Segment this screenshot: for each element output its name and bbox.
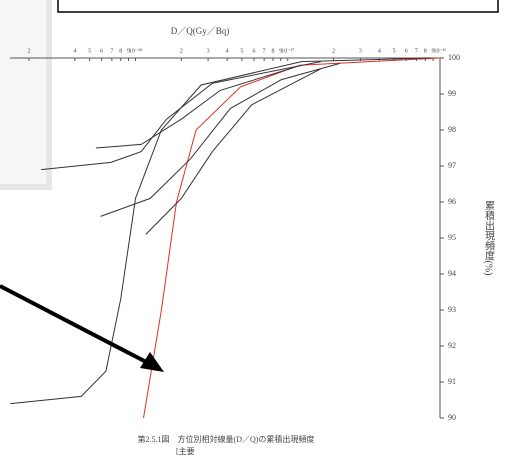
y-tick-label: 91: [448, 377, 456, 386]
annotation-arrowhead: [140, 352, 164, 372]
y-tick-label: 94: [448, 269, 456, 278]
x-tick-label: 5: [88, 48, 91, 54]
data-line: [145, 68, 322, 235]
annotation-arrow: [0, 284, 151, 366]
y-tick-label: 90: [448, 413, 456, 422]
x-tick-label: 7: [415, 48, 418, 54]
caption: 第2.5.1図 方位別相対線量(D／Q)の累積出現頻度: [138, 434, 315, 444]
x-tick-label: 2: [180, 48, 183, 54]
y-tick-label: 96: [448, 197, 456, 206]
x-tick-label: 6: [100, 48, 103, 54]
x-tick-label: 5: [240, 48, 243, 54]
callout-box: [57, 0, 499, 13]
x-tick-label: 4: [73, 48, 76, 54]
y-tick-label: 97: [448, 161, 456, 170]
x-tick-label: 10⁻¹⁷: [281, 48, 294, 54]
x-tick-label: 9: [127, 48, 130, 54]
y-tick-label: 95: [448, 233, 456, 242]
x-tick-label: 8: [424, 48, 427, 54]
y-tick-label: 92: [448, 341, 456, 350]
x-tick-label: 4: [378, 48, 381, 54]
x-tick-label: 9: [279, 48, 282, 54]
x-axis-title: D／Q(Gy／Bq): [171, 26, 230, 36]
data-line: [95, 64, 302, 149]
y-tick-label: 99: [448, 89, 456, 98]
x-tick-label: 2: [332, 48, 335, 54]
y-tick-label: 93: [448, 305, 456, 314]
x-tick-label: 3: [359, 48, 362, 54]
caption: [主要: [176, 446, 195, 456]
y-axis-title: 累積出現頻度(%): [483, 200, 495, 275]
data-line: [10, 57, 431, 405]
y-tick-label: 98: [448, 125, 456, 134]
data-line: [41, 61, 321, 171]
x-tick-label: 7: [263, 48, 266, 54]
y-tick-label: 100: [448, 53, 460, 62]
x-tick-label: 9: [432, 48, 435, 54]
data-line: [100, 62, 341, 217]
x-tick-label: 6: [405, 48, 408, 54]
x-tick-label: 3: [207, 48, 210, 54]
x-tick-label: 10⁻¹⁸: [129, 48, 142, 54]
x-tick-label: 8: [119, 48, 122, 54]
x-tick-label: 4: [226, 48, 229, 54]
x-tick-label: 6: [252, 48, 255, 54]
x-tick-label: 5: [393, 48, 396, 54]
x-tick-label: 7: [110, 48, 113, 54]
x-tick-label: 10⁻¹⁶: [433, 48, 446, 54]
x-tick-label: 8: [271, 48, 274, 54]
x-tick-label: 2: [28, 48, 31, 54]
side-panel: [0, 0, 46, 184]
